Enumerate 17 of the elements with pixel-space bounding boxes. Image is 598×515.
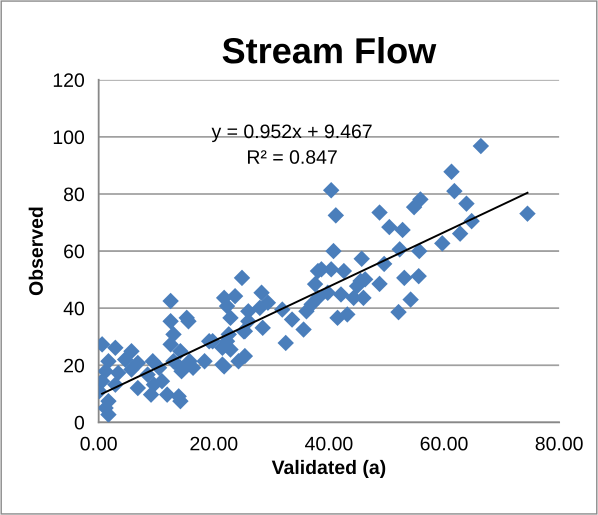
y-tick-label: 20 <box>64 358 84 372</box>
y-tick-label: 120 <box>54 73 84 88</box>
y-tick-label: 100 <box>54 130 84 144</box>
annotation: R² = 0.847 <box>248 150 337 164</box>
chart-title: Stream Flow <box>222 36 436 64</box>
annotation: y = 0.952x + 9.467 <box>212 124 372 142</box>
y-tick-label: 0 <box>74 416 84 430</box>
y-tick-label: 80 <box>64 187 84 202</box>
x-axis-title: Validated (a) <box>272 460 386 478</box>
x-tick-label: 80.00 <box>536 436 583 450</box>
x-tick-label: 0.00 <box>80 436 117 450</box>
x-tick-label: 40.00 <box>305 436 352 450</box>
x-tick-label: 60.00 <box>420 436 468 450</box>
y-tick-label: 60 <box>64 244 84 258</box>
x-tick-label: 20.00 <box>190 436 238 450</box>
y-axis-title: Observed <box>28 207 43 296</box>
y-tick-label: 40 <box>64 302 84 316</box>
